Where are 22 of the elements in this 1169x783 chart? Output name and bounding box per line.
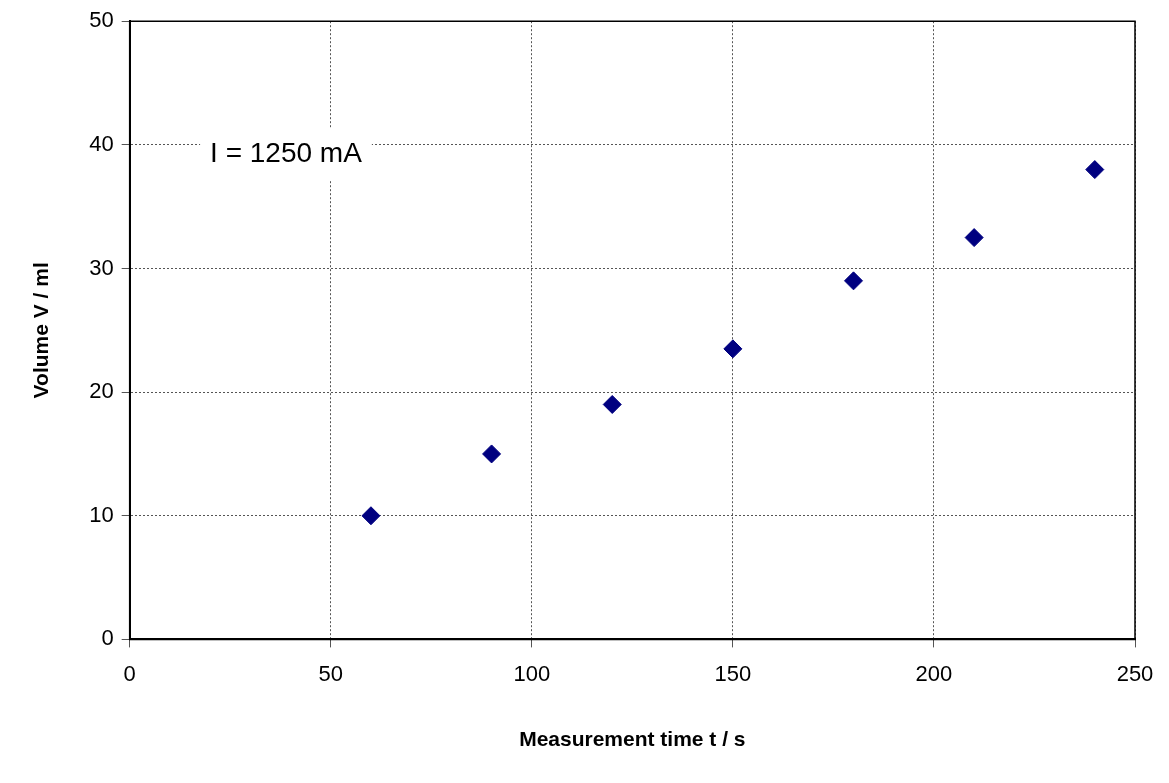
point bbox=[482, 444, 502, 464]
y-tick-label: 30 bbox=[89, 254, 114, 280]
annotation: I = 1250 mA bbox=[210, 136, 363, 168]
point bbox=[1085, 160, 1105, 180]
y-tick-label: 50 bbox=[89, 7, 114, 33]
point bbox=[964, 228, 984, 248]
x-axis-title: Measurement time t / s bbox=[519, 727, 746, 751]
x-tick-label: 0 bbox=[123, 660, 136, 686]
point bbox=[844, 271, 864, 291]
y-tick-label: 10 bbox=[89, 501, 114, 527]
y-axis-title: Volume V / ml bbox=[29, 262, 53, 399]
point bbox=[602, 394, 622, 414]
y-tick-label: 40 bbox=[89, 130, 114, 156]
point bbox=[361, 506, 381, 526]
y-tick-label: 0 bbox=[101, 625, 114, 651]
y-tick-label: 20 bbox=[89, 378, 114, 404]
x-tick-label: 150 bbox=[714, 660, 752, 686]
x-tick-label: 100 bbox=[513, 660, 551, 686]
x-tick-label: 200 bbox=[915, 660, 953, 686]
x-tick-label: 250 bbox=[1116, 660, 1154, 686]
point bbox=[723, 339, 743, 359]
x-tick-label: 50 bbox=[318, 660, 343, 686]
